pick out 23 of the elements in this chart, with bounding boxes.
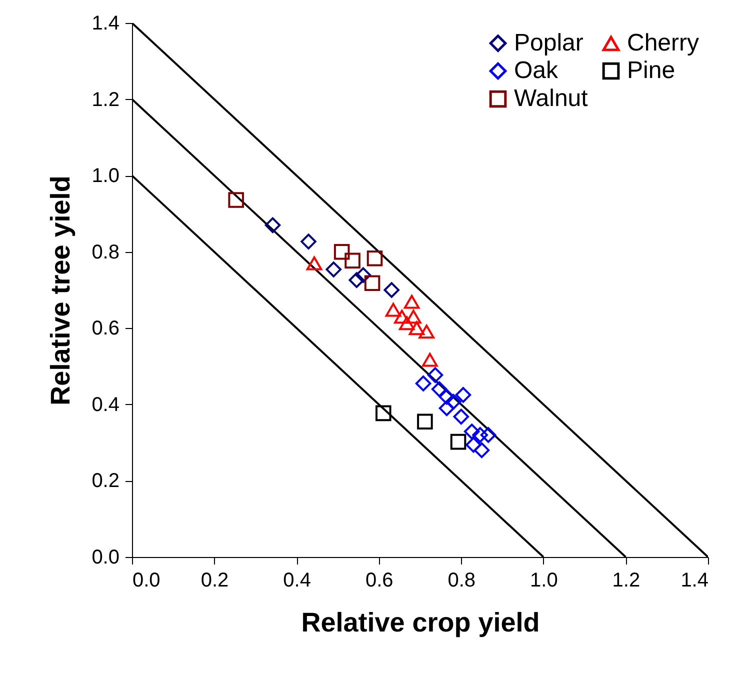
x-tick-label: 1.4 — [680, 570, 708, 592]
x-tick-label: 0.2 — [200, 570, 229, 592]
x-tick-label: 0.4 — [283, 570, 311, 592]
y-tick-label: 0.4 — [92, 394, 120, 416]
y-tick-label: 0.0 — [92, 546, 120, 568]
x-axis-title: Relative crop yield — [301, 608, 540, 638]
x-tick-label: 0.8 — [448, 570, 476, 592]
y-tick-label: 1.4 — [92, 12, 120, 34]
legend-label: Poplar — [514, 29, 584, 56]
legend-label: Oak — [514, 57, 560, 84]
y-tick-label: 0.2 — [92, 470, 120, 492]
x-tick-label: 0.0 — [132, 570, 160, 592]
legend-label: Pine — [627, 57, 676, 84]
y-tick-label: 1.2 — [92, 88, 120, 111]
x-tick-label: 1.2 — [612, 570, 640, 592]
y-tick-label: 0.8 — [92, 241, 120, 264]
legend-label: Cherry — [627, 30, 700, 56]
y-tick-label: 1.0 — [92, 165, 120, 188]
x-tick-label: 0.6 — [365, 570, 394, 592]
y-tick-label: 0.6 — [92, 318, 120, 340]
x-tick-label: 1.0 — [530, 570, 558, 592]
y-axis-title: Relative tree yield — [46, 176, 76, 406]
legend-label: Walnut — [514, 85, 588, 112]
